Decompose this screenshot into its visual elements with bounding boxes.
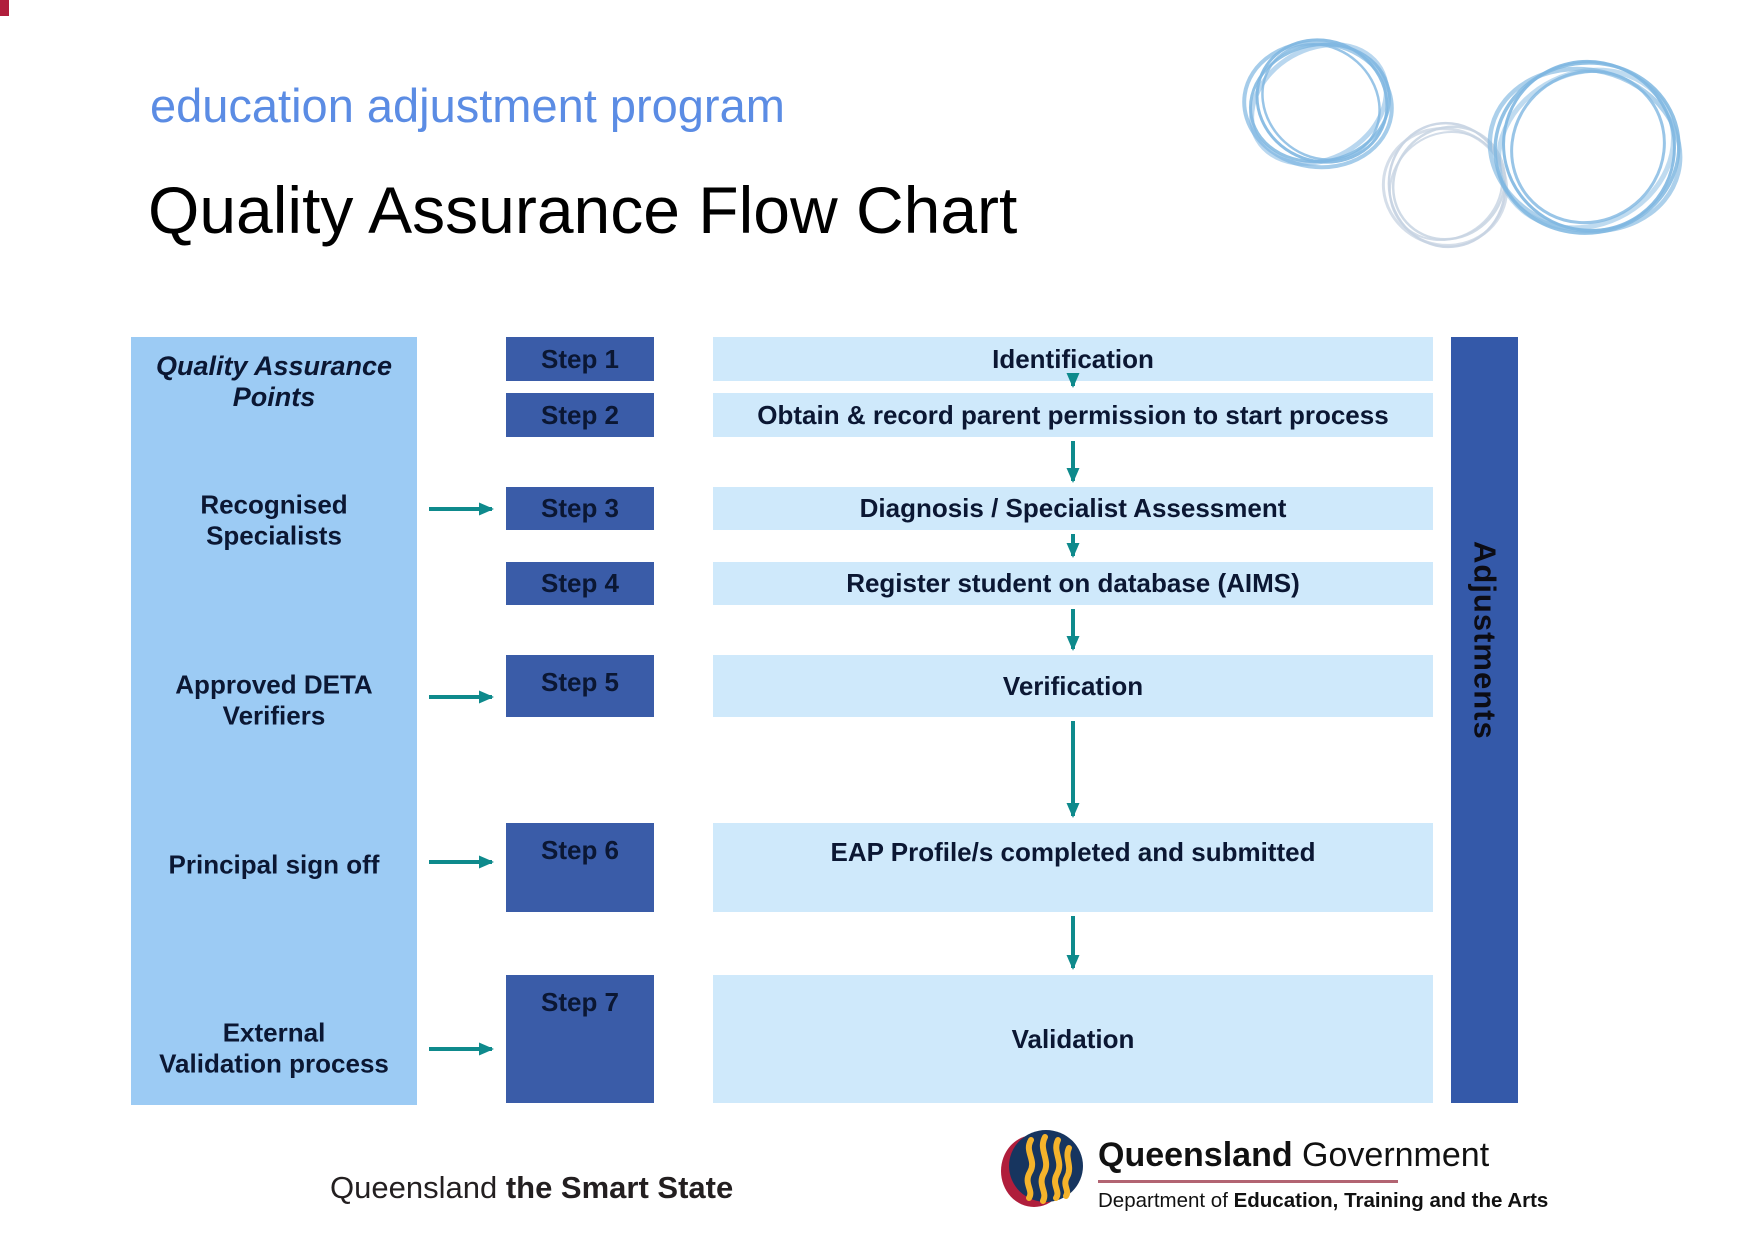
qa-label-recognised-specialists: Recognised Specialists xyxy=(200,489,348,550)
program-header: education adjustment program xyxy=(150,79,785,132)
gov-dept-bold: Education, Training and the Arts xyxy=(1233,1189,1549,1212)
page-title: Quality Assurance Flow Chart xyxy=(148,173,1018,247)
step-3-box: Step 3 xyxy=(506,487,654,530)
gov-dept-prefix: Department of xyxy=(1098,1189,1234,1212)
qa-points-panel: Quality Assurance Points Recognised Spec… xyxy=(131,337,417,1105)
row-parent-permission: Obtain & record parent permission to sta… xyxy=(713,393,1433,437)
step-2-box: Step 2 xyxy=(506,393,654,437)
gov-name-regular: Government xyxy=(1292,1136,1490,1174)
gov-name-bold: Queensland xyxy=(1098,1136,1293,1174)
page-corner-mark xyxy=(0,0,9,16)
queensland-government-crest-icon xyxy=(1001,1130,1083,1207)
row-register-database: Register student on database (AIMS) xyxy=(713,562,1433,605)
qa-label-principal-sign-off: Principal sign off xyxy=(168,849,380,880)
gov-logo-text: Queensland Government Department of Educ… xyxy=(1098,1136,1548,1213)
qa-points-heading: Quality Assurance Points xyxy=(155,351,393,413)
adjustments-bar: Adjustments xyxy=(1451,337,1518,1103)
step-5-box: Step 5 xyxy=(506,655,654,717)
step-7-box: Step 7 xyxy=(506,975,654,1103)
smart-state-regular: Queensland xyxy=(330,1170,506,1205)
qa-label-external-validation-process: External Validation process xyxy=(159,1017,389,1078)
smart-state-tagline: Queensland the Smart State xyxy=(330,1170,733,1206)
step-4-box: Step 4 xyxy=(506,562,654,605)
row-verification: Verification xyxy=(713,655,1433,717)
gov-logo-rule xyxy=(1098,1180,1398,1183)
adjustments-label: Adjustments xyxy=(1467,540,1503,740)
step-6-box: Step 6 xyxy=(506,823,654,912)
row-diagnosis-assessment: Diagnosis / Specialist Assessment xyxy=(713,487,1433,530)
row-validation: Validation xyxy=(713,975,1433,1103)
gov-logo-name: Queensland Government xyxy=(1098,1136,1489,1175)
step-1-box: Step 1 xyxy=(506,337,654,381)
row-identification: Identification xyxy=(713,337,1433,381)
decorative-scribble-circles-icon xyxy=(1242,38,1683,249)
smart-state-bold: the Smart State xyxy=(505,1170,734,1205)
qa-label-approved-deta-verifiers: Approved DETA Verifiers xyxy=(175,669,373,730)
gov-logo-department: Department of Education, Training and th… xyxy=(1098,1189,1548,1213)
row-eap-profiles: EAP Profile/s completed and submitted xyxy=(713,823,1433,912)
